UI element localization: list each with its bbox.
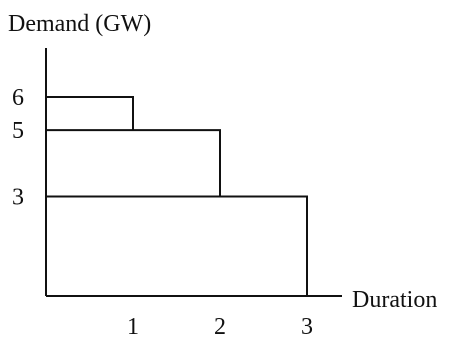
y-tick-label: 5 xyxy=(12,118,24,144)
demand-block-1 xyxy=(46,96,134,131)
demand-blocks xyxy=(46,96,308,296)
x-tick-label: 1 xyxy=(127,314,139,339)
demand-block-2 xyxy=(46,129,221,197)
tick-labels: 1 2 3 6 5 3 xyxy=(12,85,313,339)
y-tick-label: 3 xyxy=(12,185,24,211)
y-axis-label: Demand (GW) xyxy=(8,11,151,37)
x-axis-label: Duration xyxy=(352,287,437,313)
demand-block-3 xyxy=(46,195,308,296)
y-tick-label: 6 xyxy=(12,85,24,111)
x-tick-label: 2 xyxy=(214,314,226,339)
axes xyxy=(45,48,342,297)
x-tick-label: 3 xyxy=(301,314,313,339)
